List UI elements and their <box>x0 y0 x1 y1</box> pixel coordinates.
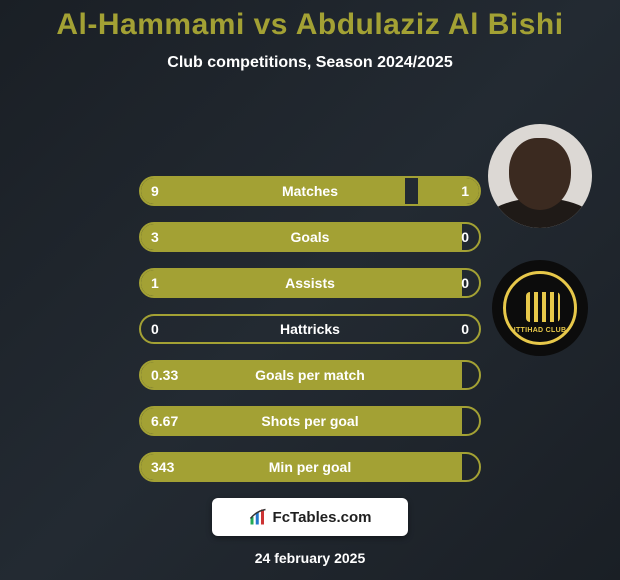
stat-value-left: 9 <box>139 176 171 206</box>
stats-chart: 91Matches30Goals10Assists00Hattricks0.33… <box>0 176 620 482</box>
stat-row: 91Matches <box>139 176 481 206</box>
footer-brand-badge: FcTables.com <box>212 498 408 536</box>
stat-value-right: 1 <box>449 176 481 206</box>
fctables-logo-icon <box>249 508 267 526</box>
page-subtitle: Club competitions, Season 2024/2025 <box>0 54 620 72</box>
stat-bar-left <box>141 270 462 296</box>
stat-bar-track <box>139 268 481 298</box>
stat-bar-track <box>139 360 481 390</box>
stat-value-left: 0.33 <box>139 360 190 390</box>
stat-bar-left <box>141 454 462 480</box>
stat-value-right <box>457 452 481 482</box>
stat-value-right: 0 <box>449 314 481 344</box>
stat-row: 343Min per goal <box>139 452 481 482</box>
stat-row: 10Assists <box>139 268 481 298</box>
stat-value-left: 0 <box>139 314 171 344</box>
stat-value-right: 0 <box>449 268 481 298</box>
stat-value-left: 343 <box>139 452 186 482</box>
footer-brand-text: FcTables.com <box>273 509 372 526</box>
stat-bar-track <box>139 452 481 482</box>
stat-value-left: 6.67 <box>139 406 190 436</box>
stat-row: 6.67Shots per goal <box>139 406 481 436</box>
stat-value-right <box>457 406 481 436</box>
stat-value-left: 1 <box>139 268 171 298</box>
stat-value-right: 0 <box>449 222 481 252</box>
stat-row: 00Hattricks <box>139 314 481 344</box>
stat-bar-track <box>139 176 481 206</box>
stat-bar-left <box>141 224 462 250</box>
stat-bar-track <box>139 406 481 436</box>
stat-value-left: 3 <box>139 222 171 252</box>
stat-row: 0.33Goals per match <box>139 360 481 390</box>
stat-bar-track <box>139 222 481 252</box>
stat-bar-track <box>139 314 481 344</box>
page-title: Al-Hammami vs Abdulaziz Al Bishi <box>0 0 620 42</box>
stat-row: 30Goals <box>139 222 481 252</box>
footer-date: 24 february 2025 <box>0 550 620 566</box>
stat-value-right <box>457 360 481 390</box>
stat-bar-left <box>141 178 405 204</box>
